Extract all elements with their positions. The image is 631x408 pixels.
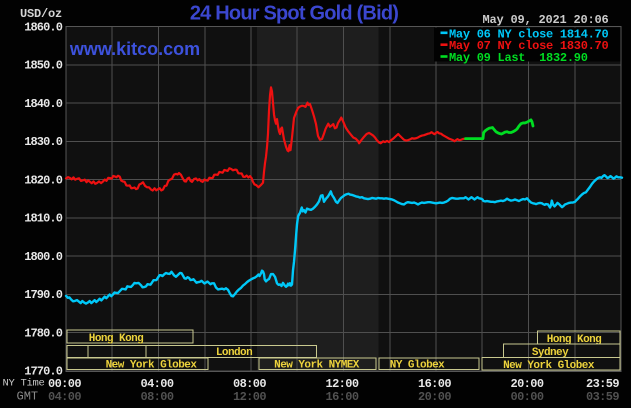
- svg-text:1800.0: 1800.0: [24, 250, 63, 264]
- svg-text:03:59: 03:59: [586, 390, 619, 404]
- svg-text:16:00: 16:00: [325, 390, 358, 404]
- svg-text:London: London: [216, 347, 252, 359]
- svg-text:NY Time: NY Time: [3, 378, 45, 390]
- svg-text:1820.0: 1820.0: [24, 173, 63, 187]
- svg-text:GMT: GMT: [17, 390, 39, 404]
- svg-text:24 Hour Spot Gold (Bid): 24 Hour Spot Gold (Bid): [190, 3, 398, 25]
- svg-text:www.kitco.com: www.kitco.com: [69, 39, 200, 59]
- svg-text:1790.0: 1790.0: [24, 288, 63, 302]
- svg-text:08:00: 08:00: [140, 390, 173, 404]
- svg-text:NY Globex: NY Globex: [390, 359, 445, 371]
- svg-text:USD/oz: USD/oz: [20, 7, 62, 21]
- svg-text:New York NYMEX: New York NYMEX: [274, 359, 360, 371]
- svg-text:Hong Kong: Hong Kong: [547, 334, 601, 346]
- svg-text:1850.0: 1850.0: [24, 59, 63, 73]
- svg-text:May 09 Last 1832.90: May 09 Last 1832.90: [449, 51, 588, 65]
- svg-text:04:00: 04:00: [48, 390, 81, 404]
- svg-text:08:00: 08:00: [233, 377, 266, 391]
- svg-text:23:59: 23:59: [586, 377, 619, 391]
- svg-text:12:00: 12:00: [233, 390, 266, 404]
- svg-text:12:00: 12:00: [325, 377, 358, 391]
- svg-text:1780.0: 1780.0: [24, 327, 63, 341]
- svg-text:16:00: 16:00: [418, 377, 451, 391]
- svg-text:20:00: 20:00: [418, 390, 451, 404]
- svg-text:20:00: 20:00: [510, 377, 543, 391]
- svg-text:Sydney: Sydney: [532, 347, 569, 359]
- svg-text:May 09, 2021 20:06: May 09, 2021 20:06: [482, 13, 608, 27]
- svg-text:1770.0: 1770.0: [24, 365, 63, 379]
- svg-text:May 06 NY close 1814.70: May 06 NY close 1814.70: [449, 27, 608, 41]
- svg-text:Hong Kong: Hong Kong: [89, 333, 143, 345]
- svg-text:04:00: 04:00: [140, 377, 173, 391]
- svg-text:1860.0: 1860.0: [24, 20, 63, 34]
- svg-text:00:00: 00:00: [48, 377, 81, 391]
- svg-text:00:00: 00:00: [510, 390, 543, 404]
- svg-text:New York Globex: New York Globex: [503, 360, 595, 372]
- svg-text:May 07 NY close 1830.70: May 07 NY close 1830.70: [449, 39, 608, 53]
- svg-text:1830.0: 1830.0: [24, 135, 63, 149]
- svg-text:New York Globex: New York Globex: [106, 359, 198, 371]
- svg-text:1810.0: 1810.0: [24, 212, 63, 226]
- svg-text:1840.0: 1840.0: [24, 97, 63, 111]
